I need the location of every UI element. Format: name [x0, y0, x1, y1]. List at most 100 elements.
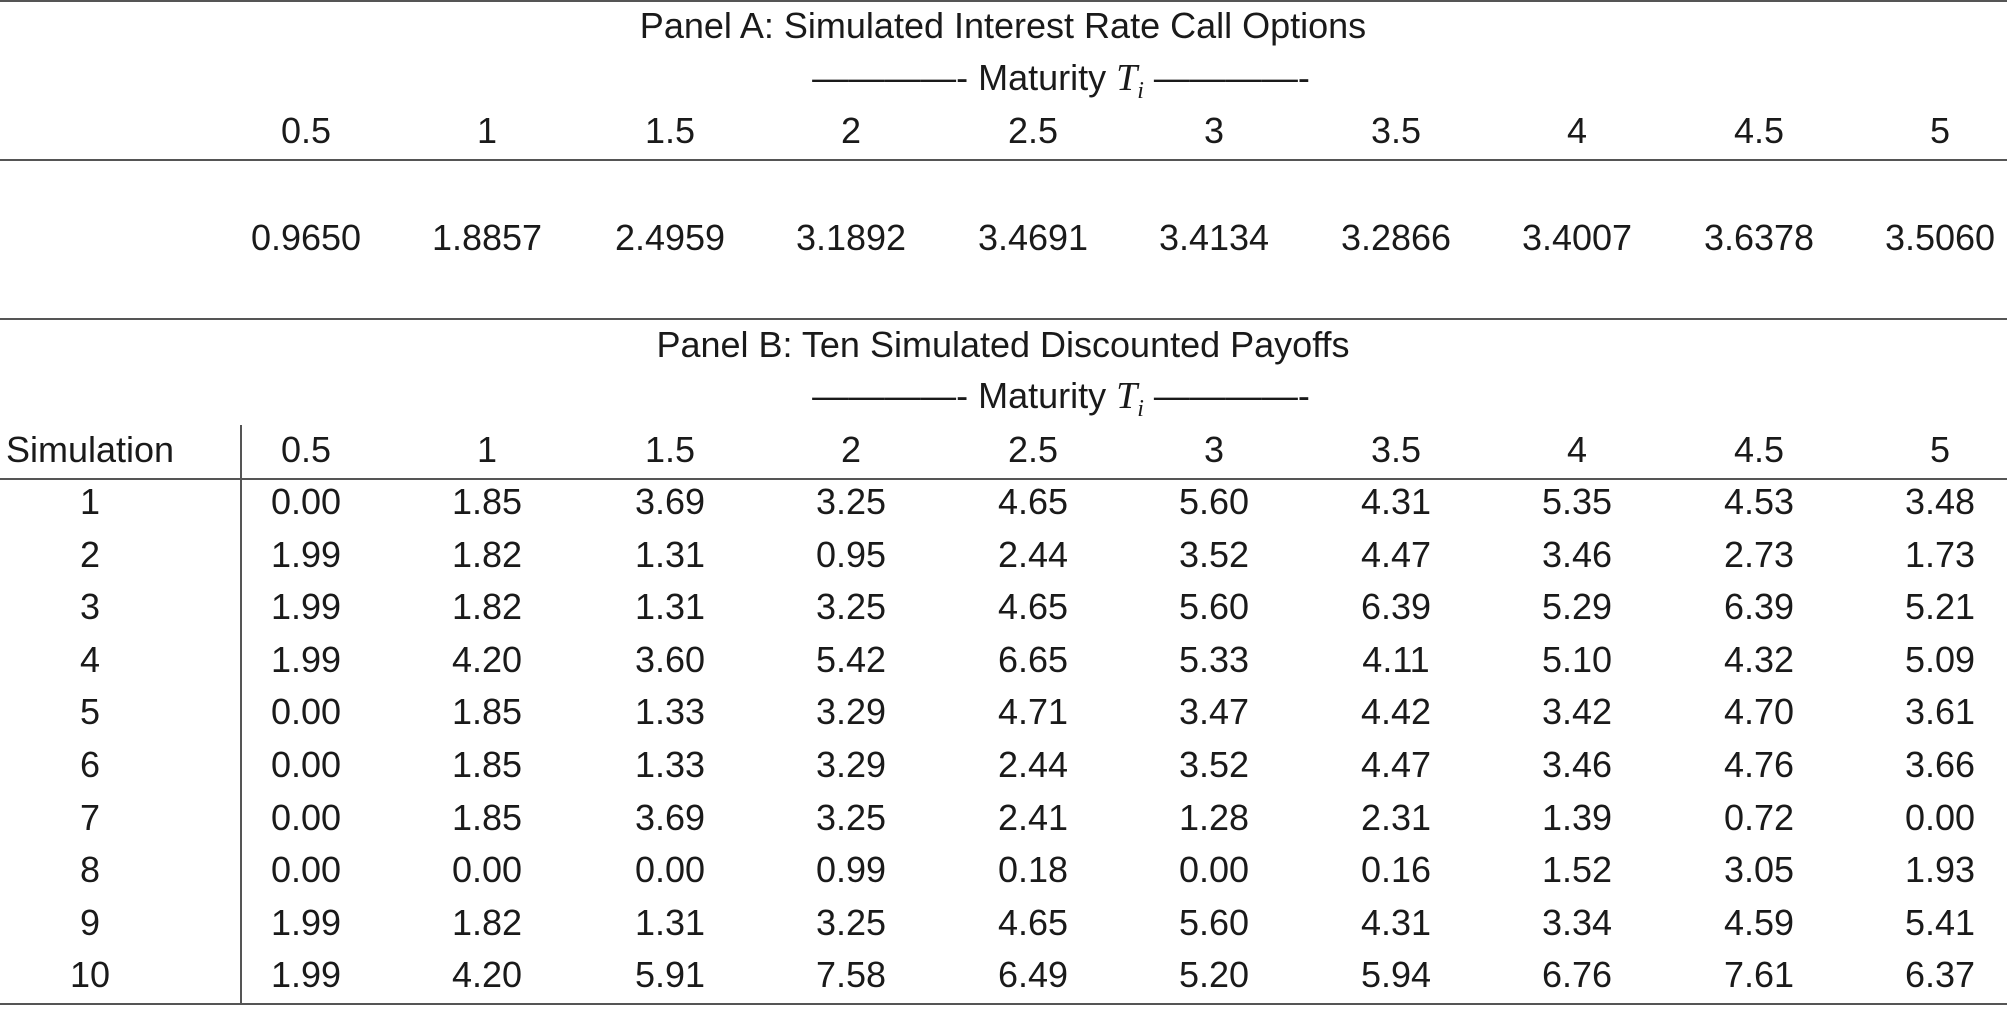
simulation-number: 8 — [79, 849, 101, 891]
payoff-cell: 0.00 — [270, 481, 342, 522]
payoff-cell: 4.31 — [1360, 901, 1432, 943]
payoff-cell: 3.25 — [815, 901, 887, 943]
maturity-prefix: ————- Maturity — [812, 375, 1117, 416]
panel-a-values-row: 0.9650 1.8857 2.4959 3.1892 3.4691 3.413… — [0, 220, 2007, 272]
payoff-cell: 6.37 — [1904, 954, 1976, 996]
simulation-number: 4 — [79, 638, 101, 680]
payoff-cell: 3.60 — [634, 638, 706, 680]
payoff-cell: 3.25 — [815, 586, 887, 628]
maturity-symbol: T — [1116, 57, 1138, 99]
panel-b-maturity-header: 3.5 — [1370, 429, 1422, 470]
panel-a-maturity-header: 2 — [840, 110, 862, 151]
table-row: 7 0.00 1.85 3.69 3.25 2.41 1.28 2.31 1.39 0.72 0.0… — [0, 796, 2007, 852]
panel-b-maturity-header: 1.5 — [644, 429, 696, 470]
panel-a-maturity-header-row: 0.5 1 1.5 2 2.5 3 3.5 4 4.5 5 — [0, 113, 2007, 165]
payoff-cell: 1.85 — [451, 691, 523, 733]
payoff-cell: 0.18 — [997, 849, 1069, 891]
payoff-cell: 4.42 — [1360, 691, 1432, 733]
payoff-cell: 5.94 — [1360, 954, 1432, 996]
payoff-cell: 0.00 — [270, 691, 342, 733]
payoff-cell: 1.31 — [634, 586, 706, 628]
panel-a-value: 2.4959 — [614, 217, 726, 258]
payoff-cell: 3.05 — [1723, 849, 1795, 891]
payoff-cell: 5.60 — [1178, 901, 1250, 943]
payoff-cell: 6.49 — [997, 954, 1069, 996]
maturity-prefix: ————- Maturity — [812, 57, 1117, 98]
payoff-cell: 7.61 — [1723, 954, 1795, 996]
panel-b-maturity-header: 0.5 — [280, 429, 332, 470]
payoff-cell: 2.41 — [997, 796, 1069, 838]
payoff-cell: 4.31 — [1360, 481, 1432, 522]
payoff-cell: 5.35 — [1541, 481, 1613, 522]
payoff-cell: 4.20 — [451, 954, 523, 996]
panel-a-maturity-header: 5 — [1929, 110, 1951, 151]
payoff-cell: 1.33 — [634, 691, 706, 733]
panel-b-maturity-header: 4.5 — [1733, 429, 1785, 470]
payoff-cell: 3.48 — [1904, 481, 1976, 522]
simulation-number: 2 — [79, 533, 101, 575]
payoff-cell: 5.42 — [815, 638, 887, 680]
payoff-cell: 4.71 — [997, 691, 1069, 733]
payoff-cell: 3.25 — [815, 481, 887, 522]
table-row: 6 0.00 1.85 1.33 3.29 2.44 3.52 4.47 3.46 4.76 3.6… — [0, 747, 2007, 799]
payoff-cell: 3.69 — [634, 481, 706, 522]
payoff-cell: 1.93 — [1904, 849, 1976, 891]
panel-separator-rule — [0, 318, 2007, 320]
payoff-cell: 3.46 — [1541, 533, 1613, 575]
payoff-cell: 3.47 — [1178, 691, 1250, 733]
payoff-cell: 0.00 — [270, 796, 342, 838]
panel-a-value: 3.5060 — [1884, 217, 1996, 258]
payoff-cell: 0.00 — [1904, 796, 1976, 838]
panel-a-maturity-header: 3.5 — [1370, 110, 1422, 151]
panel-b-maturity-header: 5 — [1929, 429, 1951, 470]
payoff-cell: 1.39 — [1541, 796, 1613, 838]
payoff-cell: 3.42 — [1541, 691, 1613, 733]
payoff-cell: 6.76 — [1541, 954, 1613, 996]
payoff-cell: 5.91 — [634, 954, 706, 996]
payoff-cell: 0.95 — [815, 533, 887, 575]
maturity-suffix: ————- — [1143, 375, 1310, 416]
simulation-number: 7 — [79, 796, 101, 838]
panel-a-maturity-header: 4 — [1566, 110, 1588, 151]
payoff-cell: 3.25 — [815, 796, 887, 838]
payoff-cell: 1.85 — [451, 744, 523, 785]
payoff-cell: 1.31 — [634, 901, 706, 943]
payoff-cell: 1.85 — [451, 481, 523, 522]
panel-b-maturity-header: 1 — [476, 429, 498, 470]
payoff-cell: 3.66 — [1904, 744, 1976, 785]
table-row: 8 0.00 0.00 0.00 0.99 0.18 0.00 0.16 1.52 3.05 1.9… — [0, 852, 2007, 904]
panel-a-maturity-header: 1 — [476, 110, 498, 151]
payoff-cell: 0.99 — [815, 849, 887, 891]
payoff-cell: 1.52 — [1541, 849, 1613, 891]
panel-a-maturity-header: 0.5 — [280, 110, 332, 151]
payoff-cell: 4.65 — [997, 481, 1069, 522]
panel-a-value: 1.8857 — [431, 217, 543, 258]
payoff-cell: 1.99 — [270, 954, 342, 996]
payoff-cell: 4.53 — [1723, 481, 1795, 522]
maturity-subscript: i — [1137, 396, 1144, 423]
panel-a-maturity-header: 2.5 — [1007, 110, 1059, 151]
panel-b-maturity-header: 2 — [840, 429, 862, 470]
payoff-cell: 2.31 — [1360, 796, 1432, 838]
payoff-cell: 2.44 — [997, 744, 1069, 785]
panel-b-maturity-header: 4 — [1566, 429, 1588, 470]
panel-a-value: 3.1892 — [795, 217, 907, 258]
payoff-cell: 4.59 — [1723, 901, 1795, 943]
panel-a-value: 3.4691 — [977, 217, 1089, 258]
row-header-divider — [240, 425, 242, 1005]
payoff-cell: 4.11 — [1362, 638, 1430, 680]
table-row: 1 0.00 1.85 3.69 3.25 4.65 5.60 4.31 5.35 4.53 3.4… — [0, 484, 2007, 536]
panel-b-header-rule — [0, 478, 2007, 480]
payoff-cell: 1.82 — [451, 586, 523, 628]
payoff-cell: 4.20 — [451, 638, 523, 680]
payoff-cell: 1.85 — [451, 796, 523, 838]
payoff-cell: 3.29 — [815, 691, 887, 733]
payoff-cell: 4.47 — [1360, 744, 1432, 785]
payoff-cell: 0.16 — [1360, 849, 1432, 891]
maturity-suffix: ————- — [1143, 57, 1310, 98]
payoff-cell: 0.00 — [270, 849, 342, 891]
payoff-cell: 2.44 — [997, 533, 1069, 575]
panel-a-value: 3.2866 — [1340, 217, 1452, 258]
maturity-symbol: T — [1116, 375, 1138, 417]
panel-b-header-row: Simulation 0.5 1 1.5 2 2.5 3 3.5 4 4.5 5 — [0, 432, 2007, 484]
